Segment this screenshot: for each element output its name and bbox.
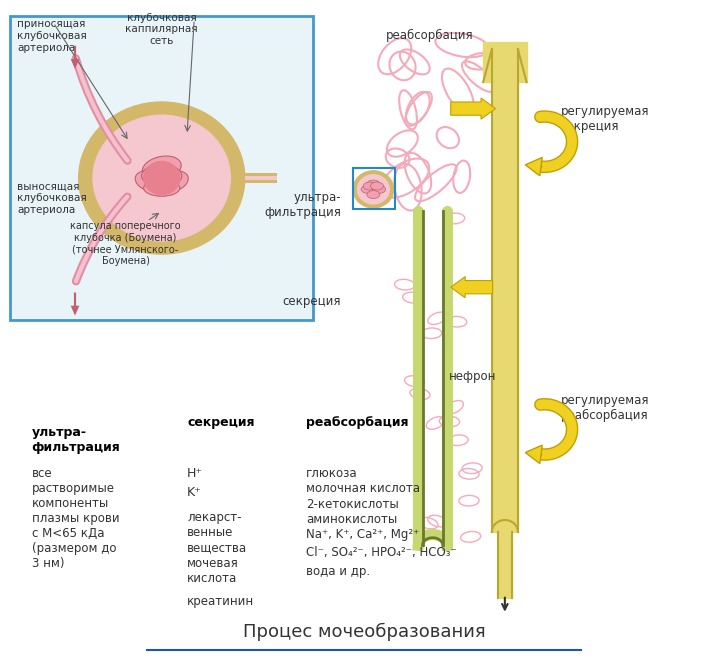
Text: регулируемая
секреция: регулируемая секреция bbox=[561, 105, 649, 133]
Text: аминокислоты: аминокислоты bbox=[306, 513, 397, 526]
Ellipse shape bbox=[373, 185, 386, 193]
Text: секреция: секреция bbox=[187, 416, 255, 429]
Ellipse shape bbox=[361, 185, 374, 193]
Ellipse shape bbox=[142, 165, 170, 184]
FancyArrow shape bbox=[71, 293, 79, 315]
Text: все
растворимые
компоненты
плазмы крови
с М<65 кДа
(размером до
3 нм): все растворимые компоненты плазмы крови … bbox=[32, 467, 119, 570]
Text: Cl⁻, SO₄²⁻, HPO₄²⁻, HCO₃⁻: Cl⁻, SO₄²⁻, HPO₄²⁻, HCO₃⁻ bbox=[306, 546, 457, 560]
FancyArrow shape bbox=[451, 277, 493, 297]
FancyArrow shape bbox=[526, 445, 542, 464]
Text: ультра-
фильтрация: ультра- фильтрация bbox=[264, 191, 341, 219]
Circle shape bbox=[357, 175, 389, 204]
Text: молочная кислота: молочная кислота bbox=[306, 482, 420, 496]
Circle shape bbox=[143, 161, 180, 195]
Text: мочевая
кислота: мочевая кислота bbox=[187, 557, 239, 585]
Circle shape bbox=[93, 115, 230, 241]
Text: креатинин: креатинин bbox=[187, 595, 254, 608]
Ellipse shape bbox=[142, 156, 181, 180]
FancyBboxPatch shape bbox=[10, 16, 314, 320]
Circle shape bbox=[79, 102, 245, 254]
Text: вода и др.: вода и др. bbox=[306, 565, 371, 578]
Text: приносящая
клубочковая
артериола: приносящая клубочковая артериола bbox=[17, 19, 87, 53]
Text: H⁺: H⁺ bbox=[187, 467, 203, 480]
Text: ультра-
фильтрация: ультра- фильтрация bbox=[32, 426, 120, 454]
Ellipse shape bbox=[363, 182, 376, 190]
Text: лекарст-
венные
вещества: лекарст- венные вещества bbox=[187, 511, 247, 554]
Circle shape bbox=[353, 171, 394, 208]
FancyArrow shape bbox=[451, 98, 496, 119]
Text: клубочковая
каппилярная
сеть: клубочковая каппилярная сеть bbox=[125, 13, 198, 46]
Text: капсула поперечного
клубочка (Боумена)
(точнее Умлянского-
Боумена): капсула поперечного клубочка (Боумена) (… bbox=[71, 221, 181, 266]
Text: глюкоза: глюкоза bbox=[306, 467, 358, 480]
FancyArrow shape bbox=[245, 173, 277, 183]
Ellipse shape bbox=[157, 171, 189, 192]
Ellipse shape bbox=[371, 182, 384, 190]
FancyArrow shape bbox=[71, 46, 79, 69]
Text: нефрон: нефрон bbox=[449, 370, 496, 383]
FancyArrow shape bbox=[526, 157, 542, 176]
Polygon shape bbox=[492, 520, 518, 532]
Text: секреция: секреция bbox=[282, 295, 341, 308]
Ellipse shape bbox=[367, 180, 380, 188]
Text: реабсорбация: реабсорбация bbox=[306, 416, 408, 429]
Text: Процес мочеобразования: Процес мочеобразования bbox=[242, 623, 486, 642]
Text: Na⁺, K⁺, Ca²⁺, Mg²⁺: Na⁺, K⁺, Ca²⁺, Mg²⁺ bbox=[306, 528, 419, 541]
Ellipse shape bbox=[367, 191, 380, 199]
Text: регулируемая
реабсорбация: регулируемая реабсорбация bbox=[561, 394, 649, 422]
Text: K⁺: K⁺ bbox=[187, 486, 202, 499]
Text: 2-кетокислоты: 2-кетокислоты bbox=[306, 498, 399, 510]
Ellipse shape bbox=[135, 171, 167, 192]
Text: реабсорбация: реабсорбация bbox=[386, 29, 473, 42]
Ellipse shape bbox=[153, 165, 182, 184]
FancyArrow shape bbox=[245, 175, 277, 180]
Text: выносящая
клубочковая
артериола: выносящая клубочковая артериола bbox=[17, 181, 87, 215]
Ellipse shape bbox=[143, 179, 180, 196]
